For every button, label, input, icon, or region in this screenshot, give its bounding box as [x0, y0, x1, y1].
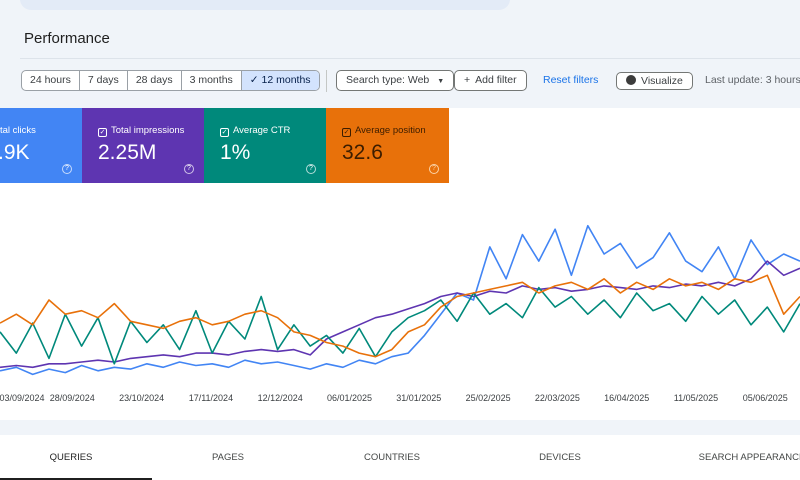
x-tick-label: 16/04/2025 — [604, 393, 650, 403]
visualize-button[interactable]: Visualize — [616, 72, 693, 90]
reset-filters-link[interactable]: Reset filters — [543, 74, 599, 86]
help-icon[interactable]: ? — [429, 164, 439, 174]
tab-search-appearance[interactable]: SEARCH APPEARANCE — [698, 452, 800, 463]
x-tick-label: 22/03/2025 — [534, 393, 580, 403]
metric-value: 2.25M — [98, 141, 157, 164]
metric-value: 1% — [220, 141, 251, 164]
search-bar[interactable] — [20, 0, 510, 10]
last-update: Last update: 3 hours — [705, 74, 800, 86]
x-tick-label: 17/11/2024 — [188, 393, 234, 403]
checkbox-checked-icon[interactable]: ✓ — [220, 128, 229, 137]
x-tick-label: 06/01/2025 — [326, 393, 373, 403]
performance-chart[interactable] — [0, 183, 800, 388]
series-line-total-clicks — [0, 224, 800, 376]
x-tick-label: 11/05/2025 — [673, 393, 719, 403]
plus-icon: + — [464, 74, 471, 86]
help-icon[interactable]: ? — [62, 164, 72, 174]
range-3m[interactable]: 3 months — [182, 71, 242, 90]
series-line-total-impressions — [0, 260, 800, 369]
check-icon: ✓ — [249, 74, 262, 86]
series-line-average-ctr — [0, 286, 800, 365]
date-range-selector: 24 hours 7 days 28 days 3 months ✓ 12 mo… — [21, 70, 320, 91]
help-icon[interactable]: ? — [306, 164, 316, 174]
x-tick-label: 12/12/2024 — [257, 393, 303, 403]
metric-label: ✓ Average CTR — [220, 125, 291, 137]
metric-label: tal clicks — [0, 125, 36, 136]
metric-value: 32.6 — [342, 141, 383, 164]
tab-queries[interactable]: QUERIES — [49, 452, 93, 463]
active-tab-indicator — [0, 478, 152, 480]
checkbox-checked-icon[interactable]: ✓ — [98, 128, 107, 137]
metric-label: ✓ Total impressions — [98, 125, 185, 137]
x-tick-label: 05/06/2025 — [742, 393, 788, 403]
x-tick-label: 03/09/2024 — [0, 393, 45, 403]
search-type-dropdown[interactable]: Search type: Web ▼ — [336, 70, 455, 91]
metric-value: .9K — [0, 141, 30, 164]
chart-area — [0, 183, 800, 420]
range-7d[interactable]: 7 days — [80, 71, 128, 90]
tab-countries[interactable]: COUNTRIES — [364, 452, 420, 463]
divider — [20, 58, 800, 59]
tab-pages[interactable]: PAGES — [211, 452, 245, 463]
range-24h[interactable]: 24 hours — [22, 71, 80, 90]
chart-background — [449, 108, 800, 183]
help-icon[interactable]: ? — [184, 164, 194, 174]
x-tick-label: 25/02/2025 — [465, 393, 511, 403]
metric-label: ✓ Average position — [342, 125, 426, 137]
extension-logo-icon — [626, 75, 636, 85]
dimension-tabs: QUERIES PAGES COUNTRIES DEVICES SEARCH A… — [0, 435, 800, 480]
series-line-average-position — [0, 274, 800, 358]
add-filter-button[interactable]: + Add filter — [454, 70, 527, 91]
x-tick-label: 23/10/2024 — [119, 393, 165, 403]
caret-down-icon: ▼ — [437, 78, 445, 85]
tab-devices[interactable]: DEVICES — [539, 452, 581, 463]
x-tick-label: 31/01/2025 — [396, 393, 442, 403]
range-28d[interactable]: 28 days — [128, 71, 182, 90]
range-12m[interactable]: ✓ 12 months — [241, 71, 319, 90]
metric-card-clicks[interactable]: tal clicks .9K ? — [0, 108, 82, 183]
metric-card-impressions[interactable]: ✓ Total impressions 2.25M ? — [82, 108, 204, 183]
metric-card-ctr[interactable]: ✓ Average CTR 1% ? — [204, 108, 326, 183]
divider — [326, 70, 327, 92]
checkbox-checked-icon[interactable]: ✓ — [342, 128, 351, 137]
metric-card-position[interactable]: ✓ Average position 32.6 ? — [326, 108, 449, 183]
page-title: Performance — [24, 30, 110, 47]
x-tick-label: 28/09/2024 — [49, 393, 95, 403]
